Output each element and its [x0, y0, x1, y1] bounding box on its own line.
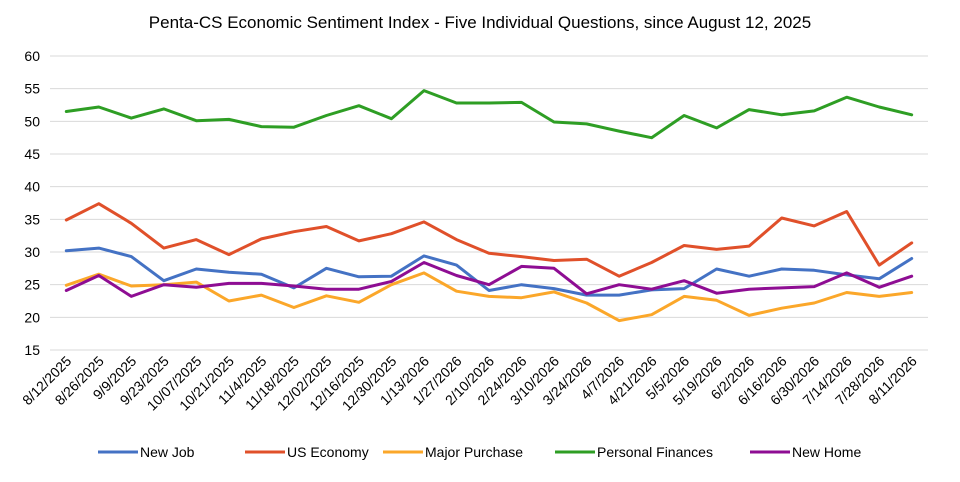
series-line-us-economy [64, 202, 914, 278]
y-tick-label: 25 [24, 277, 40, 293]
y-tick-label: 45 [24, 146, 40, 162]
y-tick-label: 50 [24, 113, 40, 129]
y-tick-label: 15 [24, 342, 40, 358]
y-tick-label: 20 [24, 309, 40, 325]
y-axis-ticks: 15 20 25 30 35 40 45 50 55 60 [24, 48, 40, 358]
y-tick-label: 40 [24, 179, 40, 195]
legend-label-new-home: New Home [792, 444, 861, 460]
legend-label-new-job: New Job [140, 444, 195, 460]
gridlines [50, 55, 928, 351]
y-tick-label: 55 [24, 81, 40, 97]
series-line-new-home [64, 261, 914, 298]
legend: New Job US Economy Major Purchase Personal … [98, 444, 861, 460]
series-line-major-purchase [64, 271, 914, 323]
y-tick-label: 35 [24, 211, 40, 227]
x-axis-ticks: 8/12/20258/26/20259/9/20259/23/202510/07… [19, 353, 920, 414]
y-tick-label: 60 [24, 48, 40, 64]
chart-title: Penta-CS Economic Sentiment Index - Five… [149, 13, 811, 32]
legend-label-us-economy: US Economy [287, 444, 369, 460]
series-line-new-job [64, 246, 914, 297]
legend-label-personal-finances: Personal Finances [597, 444, 713, 460]
legend-label-major-purchase: Major Purchase [425, 444, 523, 460]
series-line-personal-finances [64, 89, 914, 140]
y-tick-label: 30 [24, 244, 40, 260]
series-lines [64, 89, 914, 323]
